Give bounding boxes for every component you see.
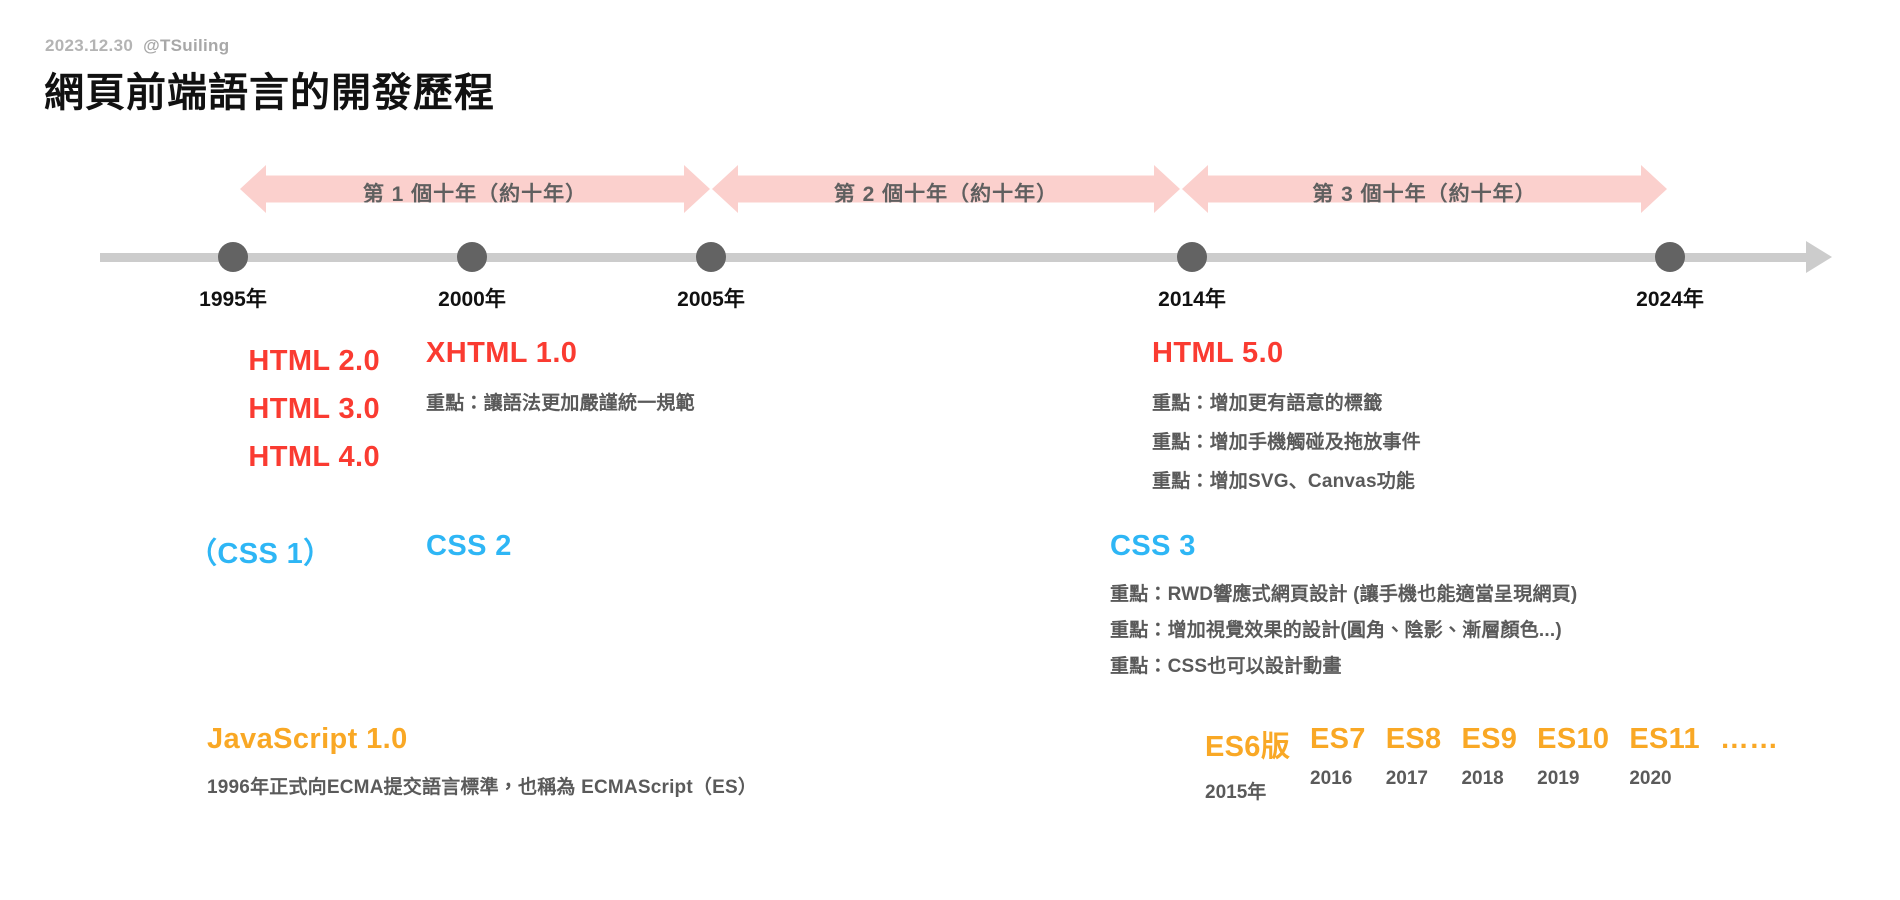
es-item: ES9 2018	[1461, 723, 1517, 790]
css3-note-1: 重點：RWD響應式網頁設計 (讓手機也能適當呈現網頁)	[1110, 584, 1578, 605]
html5-note-2: 重點：增加手機觸碰及拖放事件	[1152, 432, 1421, 453]
decade-band-3: 第 3 個十年（約十年）	[1182, 165, 1667, 213]
year-label-2000: 2000年	[438, 288, 506, 311]
es-item: ES6版 2015年	[1205, 723, 1290, 804]
css2-title: CSS 2	[426, 530, 512, 562]
es-item: ES10 2019	[1537, 723, 1609, 790]
es-version-year: 2015年	[1205, 782, 1267, 803]
es-version-year: 2017	[1385, 768, 1429, 789]
es-version-name: ES6版	[1205, 731, 1291, 763]
html-version-2: HTML 2.0	[248, 345, 380, 377]
timeline-node-2000	[457, 242, 487, 272]
timeline-arrowhead-icon	[1806, 241, 1832, 273]
es-item: ES11 2020	[1629, 723, 1700, 790]
css3-note-3: 重點：CSS也可以設計動畫	[1110, 656, 1342, 677]
es-version-year: 2019	[1537, 768, 1580, 789]
publish-date: 2023.12.30	[45, 36, 134, 55]
es-version-ellipsis: ……	[1719, 723, 1779, 755]
es-version-name: ES10	[1537, 723, 1610, 755]
decade-band-1: 第 1 個十年（約十年）	[240, 165, 710, 213]
decade-band-2-label: 第 2 個十年（約十年）	[833, 183, 1059, 206]
byline: 2023.12.30 @TSuiling	[45, 36, 229, 56]
css2-block: CSS 2	[426, 530, 512, 563]
decade-band-3-label: 第 3 個十年（約十年）	[1312, 183, 1537, 206]
css1-title: （CSS 1）	[188, 538, 333, 570]
css3-title: CSS 3	[1110, 530, 1196, 562]
xhtml-note-1: 重點：讓語法更加嚴謹統一規範	[426, 393, 695, 414]
timeline-node-1995	[218, 242, 248, 272]
xhtml-title: XHTML 1.0	[426, 337, 578, 369]
decade-band-1-label: 第 1 個十年（約十年）	[362, 183, 588, 206]
timeline-axis	[100, 253, 1810, 262]
html5-note-1: 重點：增加更有語意的標籤	[1152, 393, 1383, 414]
es-versions-row: ES6版 2015年 ES7 2016 ES8 2017 ES9 2018 ES…	[1205, 723, 1778, 804]
year-label-2024: 2024年	[1636, 288, 1704, 311]
es-version-name: ES8	[1385, 723, 1442, 755]
html-version-4: HTML 4.0	[248, 441, 380, 473]
html-version-3: HTML 3.0	[248, 393, 380, 425]
html5-title: HTML 5.0	[1152, 337, 1284, 369]
html5-note-3: 重點：增加SVG、Canvas功能	[1152, 471, 1416, 492]
es-version-year: 2018	[1461, 768, 1504, 789]
author-handle: @TSuiling	[143, 36, 230, 55]
es-item: ES7 2016	[1310, 723, 1366, 790]
es-version-name: ES7	[1310, 723, 1366, 755]
timeline-node-2005	[696, 242, 726, 272]
javascript-title: JavaScript 1.0	[207, 723, 408, 755]
javascript-block: JavaScript 1.0 1996年正式向ECMA提交語言標準，也稱為 EC…	[207, 723, 757, 807]
css3-block: CSS 3 重點：RWD響應式網頁設計 (讓手機也能適當呈現網頁) 重點：增加視…	[1110, 530, 1577, 685]
xhtml-block: XHTML 1.0 重點：讓語法更加嚴謹統一規範	[426, 337, 695, 423]
year-label-2005: 2005年	[677, 288, 745, 311]
year-label-2014: 2014年	[1158, 288, 1226, 311]
year-label-1995: 1995年	[199, 288, 267, 311]
html-early-versions: HTML 2.0 HTML 3.0 HTML 4.0	[0, 337, 380, 481]
page-title: 網頁前端語言的開發歷程	[44, 71, 495, 115]
decade-band-2: 第 2 個十年（約十年）	[712, 165, 1180, 213]
timeline-node-2014	[1177, 242, 1207, 272]
html5-block: HTML 5.0 重點：增加更有語意的標籤 重點：增加手機觸碰及拖放事件 重點：…	[1152, 337, 1421, 501]
timeline-node-2024	[1655, 242, 1685, 272]
css1-block: （CSS 1）	[188, 530, 333, 572]
javascript-note: 1996年正式向ECMA提交語言標準，也稱為 ECMAScript（ES）	[207, 777, 758, 798]
es-version-year: 2020	[1629, 768, 1672, 789]
es-version-name: ES9	[1461, 723, 1518, 755]
es-version-year: 2016	[1310, 768, 1353, 789]
es-item: ES8 2017	[1386, 723, 1442, 790]
css3-note-2: 重點：增加視覺效果的設計(圓角、陰影、漸層顏色...)	[1110, 620, 1562, 641]
es-item: ……	[1720, 723, 1779, 756]
es-version-name: ES11	[1629, 723, 1700, 755]
